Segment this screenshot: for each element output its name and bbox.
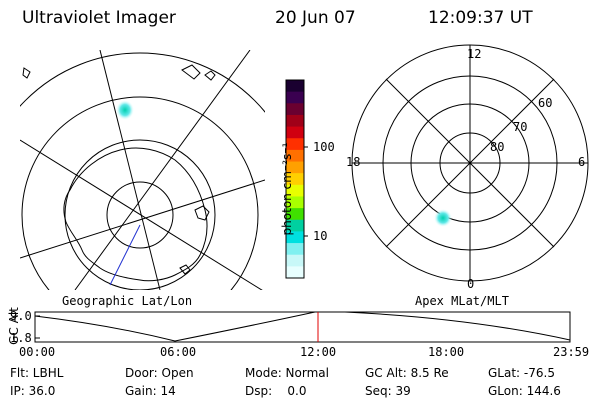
glat-info: GLat: -76.5	[488, 366, 555, 380]
mlat-label-60: 60	[538, 96, 553, 110]
altitude-curve	[34, 311, 571, 342]
aurora-spot	[116, 100, 134, 120]
aurora-spot	[434, 209, 452, 227]
altitude-plot-frame	[34, 311, 571, 343]
lon-line	[99, 50, 161, 290]
glon-info: GLon: 144.6	[488, 384, 561, 398]
geographic-map	[20, 50, 265, 290]
colorbar-band	[286, 80, 304, 93]
mlat-label-70: 70	[513, 120, 528, 134]
lat-circle	[64, 139, 216, 290]
colorbar-band	[286, 231, 304, 244]
ip-info: IP: 36.0	[10, 384, 56, 398]
xtick-label: 18:00	[428, 345, 465, 359]
colorbar-band	[286, 91, 304, 104]
colorbar-band	[286, 196, 304, 209]
lon-line	[74, 50, 251, 290]
colorbar-tick-100: 100	[313, 140, 335, 154]
mlt-label-18: 18	[346, 155, 361, 169]
colorbar-band	[286, 161, 304, 174]
coastline	[179, 264, 191, 275]
mlat-mlt-plot	[351, 44, 589, 282]
colorbar-band	[286, 149, 304, 163]
colorbar-band	[286, 266, 304, 279]
colorbar-tick-10: 10	[313, 229, 328, 243]
apex-label: Apex MLat/MLT	[415, 294, 509, 308]
xtick-label: 23:59	[553, 345, 590, 359]
gcalt-info: GC Alt: 8.5 Re	[365, 366, 449, 380]
colorbar-band	[286, 138, 304, 151]
mlt-label-6: 6	[578, 155, 586, 169]
colorbar-frame	[285, 79, 305, 279]
colorbar	[286, 80, 304, 279]
ytick-label: 1.8	[10, 331, 32, 345]
geographic-label: Geographic Lat/Lon	[62, 294, 193, 308]
continent-outline	[63, 147, 208, 282]
colorbar-band	[286, 184, 304, 197]
coastline	[204, 70, 216, 81]
xtick-label: 00:00	[19, 345, 56, 359]
xtick-label: 12:00	[300, 345, 337, 359]
ytick-label: 9.0	[10, 309, 32, 323]
colorbar-band	[286, 103, 304, 116]
colorbar-band	[286, 219, 304, 232]
lat-circle	[106, 181, 174, 249]
instrument-title: Ultraviolet Imager	[22, 8, 176, 28]
door-info: Door: Open	[125, 366, 194, 380]
mlt-label-12: 12	[467, 47, 482, 61]
colorbar-band	[286, 126, 304, 139]
gain-info: Gain: 14	[125, 384, 176, 398]
colorbar-band	[286, 114, 304, 128]
colorbar-band	[286, 243, 304, 256]
satellite-track	[109, 224, 141, 286]
colorbar-band	[286, 173, 304, 186]
time-label: 12:09:37 UT	[428, 8, 533, 28]
date-label: 20 Jun 07	[275, 8, 356, 28]
colorbar-unit: photon cm⁻²s⁻¹	[280, 142, 294, 236]
filter-info: Flt: LBHL	[10, 366, 64, 380]
mlat-label-80: 80	[490, 140, 505, 154]
seq-info: Seq: 39	[365, 384, 411, 398]
colorbar-band	[286, 254, 304, 267]
coastline	[194, 205, 210, 221]
mlt-line	[385, 78, 555, 248]
lon-line	[20, 139, 263, 290]
dsp-info: Dsp: 0.0	[245, 384, 307, 398]
lat-circle	[20, 52, 265, 113]
lat-circle	[21, 96, 259, 290]
coastline	[22, 64, 201, 80]
mode-info: Mode: Normal	[245, 366, 329, 380]
xtick-label: 06:00	[160, 345, 197, 359]
mlt-label-0: 0	[467, 277, 475, 291]
colorbar-band	[286, 208, 304, 221]
